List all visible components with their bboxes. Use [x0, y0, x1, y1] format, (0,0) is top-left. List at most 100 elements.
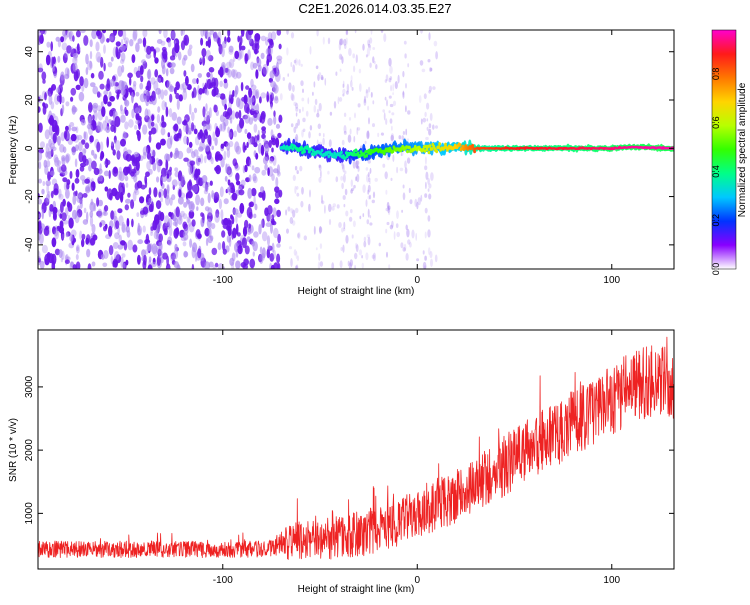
spectrogram-frame — [37, 29, 675, 270]
noise-blob — [58, 188, 62, 198]
noise-blob — [58, 249, 63, 259]
noise-blob — [122, 30, 127, 41]
faint-blob — [372, 123, 375, 128]
noise-blob — [116, 150, 121, 159]
faint-blob — [331, 262, 335, 269]
faint-blob — [345, 37, 349, 45]
faint-blob — [316, 113, 320, 118]
noise-blob — [66, 179, 71, 186]
noise-blob — [114, 116, 121, 128]
noise-blob — [203, 189, 209, 195]
faint-blob — [390, 134, 394, 142]
faint-blob — [289, 216, 294, 225]
noise-blob — [194, 136, 200, 146]
noise-blob — [54, 228, 60, 240]
noise-blob — [213, 104, 218, 113]
noise-blob — [61, 233, 65, 240]
faint-blob — [365, 88, 368, 94]
noise-blob — [76, 194, 82, 203]
faint-blob — [295, 122, 298, 129]
noise-blob — [114, 191, 121, 201]
noise-blob — [190, 63, 195, 73]
noise-blob — [201, 48, 207, 58]
noise-blob — [242, 263, 248, 269]
noise-blob — [51, 56, 54, 68]
noise-blob — [270, 222, 273, 234]
y-tick-label: 20 — [24, 94, 35, 106]
faint-blob — [349, 128, 352, 135]
noise-blob — [217, 37, 221, 47]
noise-blob — [54, 93, 60, 105]
faint-blob — [389, 65, 393, 75]
noise-blob — [168, 211, 173, 217]
faint-blob — [343, 125, 347, 134]
faint-blob — [415, 232, 418, 241]
noise-blob — [66, 45, 72, 54]
noise-blob — [60, 36, 65, 43]
noise-blob — [124, 106, 127, 115]
x-tick-label: 0 — [414, 275, 420, 286]
noise-blob — [133, 188, 138, 194]
noise-blob — [261, 190, 266, 201]
faint-blob — [405, 128, 408, 136]
noise-blob — [106, 136, 109, 148]
faint-blob — [322, 137, 325, 146]
noise-blob — [161, 175, 167, 182]
noise-blob — [268, 214, 273, 222]
noise-blob — [260, 219, 264, 229]
noise-blob — [156, 39, 163, 44]
noise-blob — [255, 152, 259, 160]
noise-blob — [109, 95, 115, 102]
faint-blob — [292, 220, 296, 226]
noise-blob — [187, 218, 192, 227]
noise-blob — [38, 198, 43, 205]
noise-blob — [214, 166, 220, 172]
faint-blob — [424, 231, 427, 239]
faint-blob — [369, 62, 372, 68]
noise-blob — [85, 185, 90, 192]
faint-blob — [424, 165, 428, 171]
noise-blob — [155, 200, 162, 210]
faint-blob — [324, 204, 326, 214]
noise-blob — [215, 126, 219, 133]
faint-blob — [435, 125, 438, 129]
noise-blob — [131, 108, 135, 119]
noise-blob — [186, 136, 189, 146]
faint-blob — [367, 172, 370, 178]
noise-blob — [38, 257, 41, 263]
noise-blob — [261, 231, 268, 242]
noise-blob — [68, 217, 74, 229]
noise-blob — [226, 36, 231, 43]
noise-blob — [113, 124, 117, 134]
faint-blob — [297, 232, 301, 240]
noise-blob — [170, 252, 176, 261]
noise-blob — [231, 110, 235, 120]
faint-blob — [396, 166, 399, 174]
noise-blob — [72, 52, 79, 59]
noise-blob — [274, 198, 280, 205]
snr-background — [38, 330, 674, 569]
faint-blob — [384, 171, 388, 180]
faint-blob — [351, 234, 354, 239]
noise-blob — [84, 158, 89, 166]
noise-blob — [108, 36, 114, 41]
noise-blob — [252, 173, 257, 182]
noise-blob — [62, 30, 67, 37]
faint-blob — [363, 236, 367, 242]
faint-blob — [367, 208, 370, 218]
noise-blob — [115, 46, 119, 58]
faint-blob — [369, 215, 372, 219]
faint-blob — [424, 193, 428, 198]
faint-blob — [374, 177, 378, 182]
noise-blob — [205, 237, 209, 247]
noise-blob — [207, 192, 211, 204]
noise-blob — [265, 48, 271, 55]
faint-blob — [357, 127, 361, 131]
snr-marks — [38, 336, 674, 560]
noise-blob — [89, 237, 96, 246]
noise-blob — [198, 88, 203, 95]
noise-blob — [177, 196, 184, 205]
noise-blob — [65, 125, 69, 132]
noise-blob — [194, 168, 199, 179]
noise-blob — [47, 146, 54, 156]
